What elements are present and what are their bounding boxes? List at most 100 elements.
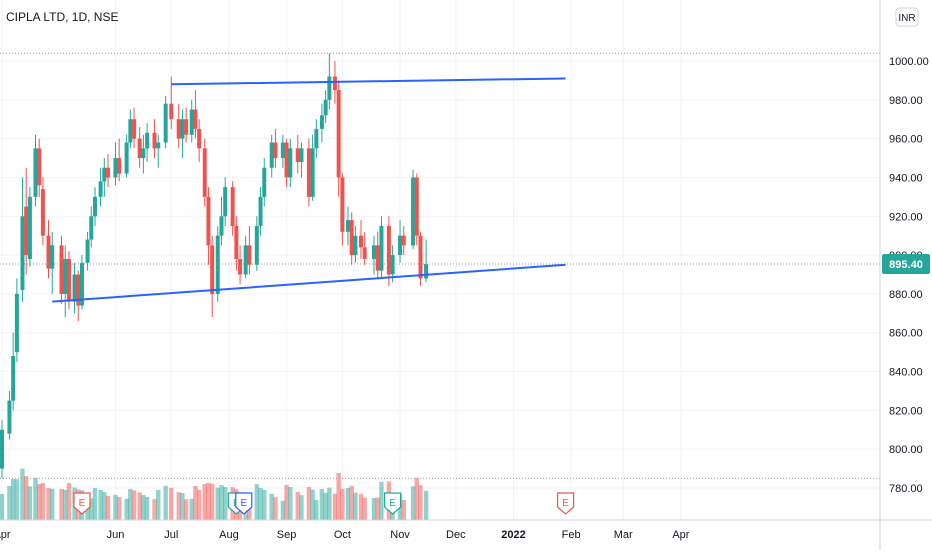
candle (72, 262, 77, 314)
candle (20, 177, 25, 302)
earnings-badge[interactable] (556, 492, 575, 515)
volume-bar (371, 498, 377, 520)
candle (27, 187, 32, 267)
candle-body (113, 158, 118, 178)
candle (106, 154, 111, 188)
candle (132, 107, 137, 149)
volume-bar (89, 498, 94, 520)
resistance-trendline[interactable] (171, 77, 566, 86)
volume-bar (295, 492, 300, 520)
support-trendline[interactable] (52, 263, 566, 303)
candle (152, 119, 157, 159)
currency-button-frame[interactable] (895, 7, 919, 27)
volume-bar (169, 487, 174, 520)
time-tick-label: 2022 (501, 529, 525, 541)
volume-bar (353, 492, 358, 520)
price-tick-label: 840.00 (889, 367, 923, 379)
price-tick-label: 860.00 (889, 328, 923, 340)
candle (372, 235, 376, 275)
currency-button[interactable]: INR (895, 7, 919, 27)
volume-bar (183, 499, 189, 520)
trendlines[interactable] (52, 77, 566, 303)
candle (362, 231, 367, 265)
volume-bar (144, 497, 150, 520)
earnings-marker-icon[interactable]: E (556, 492, 575, 515)
candle-body (46, 235, 51, 269)
candle-body (362, 247, 367, 259)
candle-body (93, 196, 97, 217)
volume-bar (310, 489, 315, 520)
candle-body (234, 225, 239, 259)
candle-body (306, 148, 311, 197)
volume-bar (14, 479, 20, 520)
candle-body (40, 189, 45, 236)
candle (238, 245, 243, 285)
candle (40, 177, 45, 246)
candle-body (169, 103, 174, 120)
candle (176, 103, 181, 149)
volume-bar (362, 497, 367, 520)
candle-body (310, 148, 315, 197)
candle-body (215, 235, 220, 294)
candle (273, 128, 278, 168)
volume-bar (163, 485, 168, 520)
grid (0, 0, 880, 520)
currency-button-label: INR (898, 13, 915, 24)
candle (319, 103, 324, 143)
candle (169, 76, 174, 129)
volume-bars (0, 468, 429, 520)
volume-bar (180, 493, 185, 520)
candle-body (353, 235, 358, 256)
candle (234, 216, 239, 271)
candle (345, 206, 350, 246)
volume-bar (92, 488, 98, 520)
volume-bar (27, 486, 33, 520)
candle (398, 220, 403, 263)
price-tick-label: 940.00 (889, 172, 923, 184)
candle (414, 173, 419, 246)
volume-bar (323, 492, 328, 520)
volume-bar (223, 487, 228, 520)
candle (202, 138, 207, 207)
candle (247, 225, 252, 275)
earnings-badge[interactable] (235, 492, 253, 515)
candle-body (258, 196, 263, 226)
volume-bar (423, 490, 429, 520)
volume-bar (20, 468, 25, 520)
candle (93, 187, 97, 226)
candle (219, 196, 224, 246)
candle-body (386, 225, 391, 275)
earnings-markers[interactable]: EEEEE (73, 492, 575, 515)
candle (117, 138, 122, 182)
volume-bar (379, 481, 384, 520)
volume-bar (262, 490, 267, 520)
earnings-badge[interactable] (73, 492, 91, 515)
candle-body (398, 235, 403, 256)
time-tick-label: Sep (277, 529, 297, 541)
candle (280, 134, 285, 168)
candle (193, 90, 198, 139)
candle-body (197, 128, 202, 149)
candle (180, 109, 185, 159)
candle (340, 173, 345, 246)
time-axis[interactable]: Apr Jun Jul Aug Sep Oct Nov Dec 2022 Feb Mar Apr (0, 519, 932, 541)
candle (79, 255, 84, 310)
candle-body (27, 196, 32, 259)
volume-bar (131, 490, 137, 520)
earnings-marker-icon[interactable]: E (384, 492, 402, 515)
earnings-marker-icon[interactable]: E (73, 492, 91, 515)
volume-bar (336, 473, 341, 520)
price-axis[interactable]: 1000.00980.00960.00940.00920.00900.00880… (879, 0, 932, 550)
volume-bar (10, 479, 16, 520)
candle (63, 245, 68, 318)
candle-body (254, 225, 259, 265)
earnings-marker-icon[interactable]: E (235, 492, 253, 515)
volume-bar (332, 493, 338, 520)
earnings-badge[interactable] (384, 492, 402, 515)
dotted-levels (0, 52, 880, 479)
volume-bar (128, 489, 133, 520)
candle-body (76, 274, 81, 306)
candle-body (180, 119, 185, 139)
